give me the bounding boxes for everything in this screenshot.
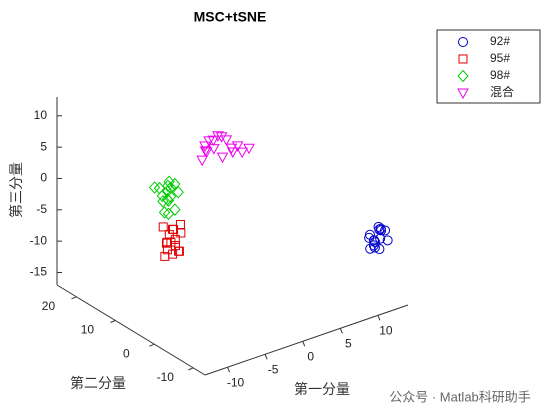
z-axis-label: 第三分量 xyxy=(8,162,25,218)
legend-label: 92# xyxy=(490,34,510,48)
data-point xyxy=(231,141,244,152)
y-tick xyxy=(71,296,77,300)
data-point xyxy=(162,207,175,221)
x-tick-label: -10 xyxy=(227,375,245,389)
data-point xyxy=(169,203,181,216)
data-point xyxy=(212,131,224,142)
data-point xyxy=(174,246,184,256)
data-point xyxy=(196,155,209,167)
y-tick xyxy=(110,320,116,323)
data-point xyxy=(382,235,393,246)
data-point xyxy=(370,237,381,248)
data-point xyxy=(161,193,174,206)
data-point xyxy=(164,190,177,203)
x-tick xyxy=(227,367,231,373)
data-point xyxy=(161,185,174,198)
data-point xyxy=(199,141,211,152)
data-point xyxy=(172,185,184,199)
x-tick-label: 10 xyxy=(379,324,393,338)
legend-label: 混合 xyxy=(490,84,514,99)
z-tick-label: -10 xyxy=(30,233,48,247)
x-tick-label: -5 xyxy=(268,362,279,376)
data-point xyxy=(226,147,239,159)
axis-line xyxy=(204,304,409,376)
z-tick-label: 0 xyxy=(40,171,47,185)
axis-line xyxy=(56,284,206,376)
legend-marker xyxy=(458,37,468,47)
z-tick-label: -5 xyxy=(36,202,47,216)
data-point xyxy=(162,179,174,193)
legend-label: 95# xyxy=(490,51,510,65)
x-tick xyxy=(339,328,343,334)
z-tick-label: 10 xyxy=(34,108,48,122)
legend-marker xyxy=(457,88,469,100)
data-point xyxy=(236,147,249,159)
data-point xyxy=(216,152,229,164)
data-point xyxy=(176,228,186,238)
y-tick-label: 0 xyxy=(123,346,130,360)
y-tick-label: 10 xyxy=(81,323,95,337)
x-tick-label: 5 xyxy=(345,337,352,351)
data-point xyxy=(157,195,169,208)
data-point xyxy=(158,222,168,232)
legend-marker xyxy=(458,54,468,64)
data-point xyxy=(215,132,228,143)
y-tick xyxy=(149,343,155,347)
x-tick-label: 0 xyxy=(307,349,314,363)
data-point xyxy=(199,146,212,157)
data-point xyxy=(208,144,220,155)
chart-title: MSC+tSNE xyxy=(194,9,267,25)
data-point xyxy=(243,143,255,155)
data-point xyxy=(203,136,215,147)
y-tick-label: -10 xyxy=(157,370,175,384)
data-point xyxy=(165,181,177,195)
data-point xyxy=(156,189,168,203)
data-point xyxy=(164,230,174,240)
data-point xyxy=(166,237,176,247)
data-point xyxy=(225,143,238,155)
data-point xyxy=(220,135,233,146)
legend-box xyxy=(436,29,541,104)
data-point xyxy=(160,251,170,261)
y-tick-label: 20 xyxy=(42,299,56,313)
z-tick-label: 5 xyxy=(40,139,47,153)
data-point xyxy=(380,225,391,236)
y-tick xyxy=(188,367,194,371)
y-axis-label: 第二分量 xyxy=(70,375,126,392)
data-point xyxy=(376,225,387,236)
z-tick-label: -15 xyxy=(30,265,48,279)
x-tick xyxy=(264,354,268,360)
legend-marker xyxy=(457,69,469,83)
x-tick xyxy=(377,315,381,321)
data-point xyxy=(153,181,166,195)
x-axis-label: 第一分量 xyxy=(294,381,350,398)
data-point xyxy=(207,135,220,147)
watermark: 公众号 · Matlab科研助手 xyxy=(389,389,531,404)
data-point xyxy=(369,242,380,253)
data-point xyxy=(158,206,171,219)
data-point xyxy=(374,224,385,235)
legend-label: 98# xyxy=(490,68,510,82)
data-point xyxy=(148,181,161,194)
x-tick xyxy=(302,341,306,347)
data-point xyxy=(369,235,380,246)
